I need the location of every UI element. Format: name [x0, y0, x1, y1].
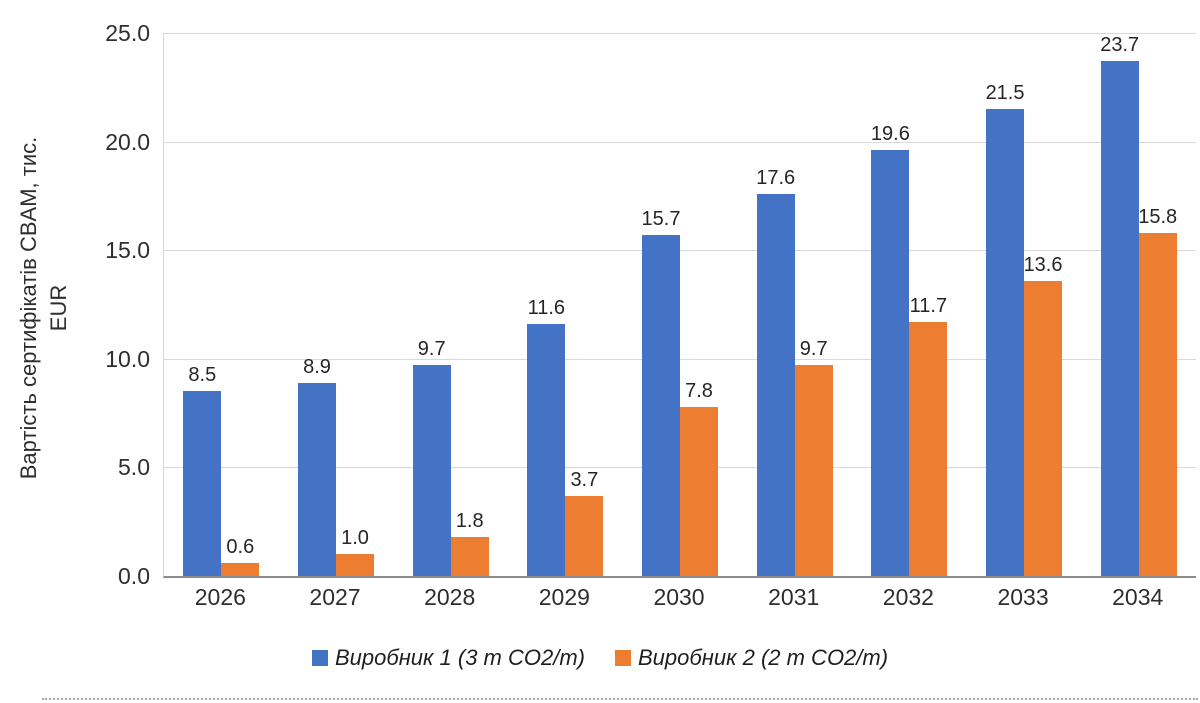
y-tick-label: 25.0 [105, 20, 150, 46]
bar-value-label: 1.0 [341, 527, 369, 550]
legend-swatch-icon [615, 650, 631, 666]
y-axis-title-line1: Вартість сертифікатів CBAM, тис. [16, 136, 41, 480]
bottom-dotted-divider [42, 698, 1198, 700]
x-axis-label-2030: 2030 [653, 584, 705, 610]
bar-series2-2026: 0.6 [221, 536, 260, 576]
bar-group-2027: 8.9 1.0 [279, 33, 394, 576]
bar-series1-2032: 19.6 [871, 123, 910, 576]
x-axis-label-2033: 2033 [997, 584, 1049, 610]
bar-series2-2032: 11.7 [909, 295, 948, 576]
x-axis-label-2027: 2027 [309, 584, 361, 610]
bar-series2-2029: 3.7 [565, 469, 604, 576]
x-axis-label-2026: 2026 [194, 584, 246, 610]
legend: Виробник 1 (3 т CO2/т) Виробник 2 (2 т CO… [0, 645, 1200, 671]
bar-series2-2028: 1.8 [450, 510, 489, 576]
bar-series1-2026: 8.5 [183, 364, 222, 576]
bar-series1-2031: 17.6 [756, 167, 795, 576]
bar-value-label: 15.7 [641, 208, 681, 230]
bar-value-label: 8.9 [303, 355, 331, 378]
legend-swatch-icon [311, 650, 328, 666]
x-axis-label-2034: 2034 [1112, 584, 1164, 610]
y-axis-title: Вартість сертифікатів CBAM, тис. EUR [14, 137, 74, 480]
bar-value-label: 3.7 [570, 468, 599, 491]
bar-value-label: 23.7 [1100, 34, 1140, 57]
y-axis-title-line2: EUR [46, 284, 71, 332]
x-axis-label-2028: 2028 [424, 584, 476, 610]
bar-value-label: 1.8 [455, 509, 484, 532]
bar-group-2033: 21.5 13.6 [967, 33, 1082, 576]
bar-value-label: 13.6 [1023, 253, 1063, 276]
bar-series2-2034: 15.8 [1138, 206, 1177, 576]
bar-series2-2033: 13.6 [1024, 254, 1063, 576]
x-axis-label-2031: 2031 [768, 584, 820, 610]
bar-value-label: 17.6 [756, 166, 796, 189]
bar-value-label: 19.6 [870, 123, 910, 146]
x-axis-labels: 2026 2027 2028 2029 2030 2031 2032 2033 2034 [163, 584, 1195, 611]
bar-series1-2028: 9.7 [412, 338, 451, 576]
x-axis-label-2032: 2032 [882, 584, 934, 610]
bar-value-label: 11.6 [527, 297, 566, 320]
bar-group-2029: 11.6 3.7 [508, 33, 623, 576]
bar-series1-2033: 21.5 [986, 82, 1025, 576]
bar-value-label: 9.7 [417, 338, 446, 361]
bar-value-label: 9.7 [799, 338, 828, 361]
bar-group-2028: 9.7 1.8 [393, 33, 508, 576]
x-axis-label-2029: 2029 [538, 584, 590, 610]
bar-group-2032: 19.6 11.7 [852, 33, 967, 576]
bar-series1-2027: 8.9 [298, 356, 336, 576]
y-tick-label: 5.0 [118, 454, 150, 481]
bar-series1-2034: 23.7 [1100, 34, 1139, 576]
bar-value-label: 11.7 [909, 294, 948, 317]
bar-value-label: 8.5 [188, 364, 217, 387]
bars-layer: 8.5 0.6 8.9 1.0 9.7 1.8 11.6 3.7 15.7 7.8 17.6 9.7 1… [164, 33, 1196, 576]
y-tick-label: 0.0 [118, 563, 150, 589]
plot-area: 8.5 0.6 8.9 1.0 9.7 1.8 11.6 3.7 15.7 7.8 17.6 9.7 1… [163, 33, 1196, 578]
gridline [164, 141, 1196, 143]
legend-item-series2: Виробник 2 (2 т CO2/т) [615, 645, 888, 671]
y-tick-label: 20.0 [105, 128, 150, 155]
bar-series2-2027: 1.0 [336, 527, 374, 576]
bar-group-2034: 23.7 15.8 [1081, 33, 1196, 576]
bar-value-label: 7.8 [685, 379, 713, 402]
legend-label: Виробник 1 (3 т CO2/т) [334, 645, 585, 670]
y-tick-label: 15.0 [105, 237, 150, 264]
bar-value-label: 15.8 [1138, 205, 1178, 228]
legend-label: Виробник 2 (2 т CO2/т) [638, 645, 889, 670]
bar-group-2031: 17.6 9.7 [737, 33, 852, 576]
bar-series1-2030: 15.7 [642, 208, 680, 576]
legend-item-series1: Виробник 1 (3 т CO2/т) [311, 645, 585, 671]
bar-series2-2031: 9.7 [794, 338, 833, 576]
y-tick-label: 10.0 [105, 345, 150, 372]
bar-series2-2030: 7.8 [680, 380, 719, 576]
bar-group-2026: 8.5 0.6 [164, 33, 279, 576]
bar-group-2030: 15.7 7.8 [623, 33, 738, 576]
bar-value-label: 0.6 [226, 535, 255, 558]
bar-value-label: 21.5 [985, 82, 1025, 105]
gridline [164, 33, 1196, 34]
bar-series1-2029: 11.6 [527, 297, 566, 576]
